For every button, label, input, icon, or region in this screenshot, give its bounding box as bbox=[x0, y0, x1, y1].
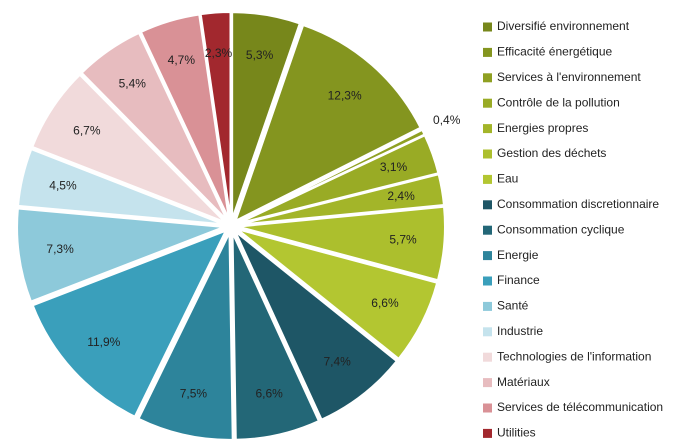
pie-slice bbox=[236, 228, 439, 361]
data-label: 7,4% bbox=[323, 354, 351, 368]
pie-slice bbox=[137, 232, 234, 441]
legend-label: Services de télécommunication bbox=[497, 400, 663, 414]
data-label: 5,7% bbox=[389, 233, 417, 247]
legend-label: Contrôle de la pollution bbox=[497, 95, 620, 109]
legend-label: Consommation cyclique bbox=[497, 222, 625, 236]
data-label: 6,6% bbox=[255, 387, 283, 401]
legend-swatch bbox=[483, 47, 492, 57]
legend-label: Gestion des déchets bbox=[497, 146, 606, 160]
data-label: 5,3% bbox=[246, 48, 274, 62]
legend-label: Finance bbox=[497, 273, 540, 287]
legend-label: Consommation discretionnaire bbox=[497, 197, 659, 211]
legend-swatch bbox=[483, 98, 492, 108]
legend-label: Utilities bbox=[497, 426, 536, 440]
data-label: 7,5% bbox=[180, 387, 208, 401]
pie-slice bbox=[199, 11, 232, 220]
data-label: 4,5% bbox=[49, 179, 77, 193]
legend-swatch bbox=[483, 149, 492, 159]
legend-swatch bbox=[483, 403, 492, 413]
legend-swatch bbox=[483, 251, 492, 261]
legend-label: Santé bbox=[497, 299, 529, 313]
pie-slice bbox=[234, 230, 399, 422]
pie-slice bbox=[16, 147, 225, 226]
legend-swatch bbox=[483, 428, 492, 438]
data-label: 4,7% bbox=[168, 53, 196, 67]
pie-slice bbox=[80, 31, 228, 221]
legend-swatch bbox=[483, 301, 492, 311]
pie-slice bbox=[231, 232, 321, 441]
legend-swatch bbox=[483, 124, 492, 134]
legend-label: Eau bbox=[497, 172, 518, 186]
legend-label: Diversifié environnement bbox=[497, 19, 630, 33]
data-label: 6,6% bbox=[371, 296, 399, 310]
legend-swatch bbox=[483, 352, 492, 362]
legend-label: Industrie bbox=[497, 324, 543, 338]
data-label: 5,4% bbox=[119, 77, 147, 91]
pie-slice bbox=[237, 205, 446, 282]
legend-label: Services à l'environnement bbox=[497, 70, 641, 84]
data-label: 2,4% bbox=[387, 189, 415, 203]
data-label: 11,9% bbox=[87, 335, 120, 349]
pie-slice bbox=[139, 13, 230, 220]
data-label: 6,7% bbox=[73, 123, 101, 137]
legend-label: Energies propres bbox=[497, 121, 588, 135]
legend-label: Efficacité énergétique bbox=[497, 45, 613, 59]
legend-swatch bbox=[483, 73, 492, 83]
legend-swatch bbox=[483, 174, 492, 184]
data-label: 12,3% bbox=[328, 88, 362, 102]
data-label: 0,4% bbox=[433, 113, 461, 127]
pie-slice bbox=[231, 11, 302, 220]
legend-swatch bbox=[483, 22, 492, 32]
data-label: 3,1% bbox=[380, 160, 408, 174]
data-label: 7,3% bbox=[46, 242, 74, 256]
legend-label: Energie bbox=[497, 248, 539, 262]
pie-slice bbox=[233, 23, 422, 223]
legend-label: Technologies de l'information bbox=[497, 349, 651, 363]
legend-swatch bbox=[483, 200, 492, 210]
legend-swatch bbox=[483, 225, 492, 235]
legend-swatch bbox=[483, 327, 492, 337]
pie-slice bbox=[31, 228, 228, 419]
legend-swatch bbox=[483, 276, 492, 286]
data-label: 2,3% bbox=[205, 46, 233, 60]
legend-swatch bbox=[483, 378, 492, 388]
pie-slice bbox=[237, 133, 440, 225]
pie-slice bbox=[237, 173, 446, 226]
pie-slice bbox=[16, 207, 225, 303]
legend-label: Matériaux bbox=[497, 375, 550, 389]
pie-slice bbox=[31, 73, 226, 224]
